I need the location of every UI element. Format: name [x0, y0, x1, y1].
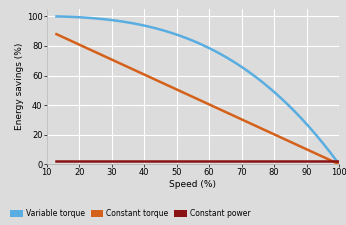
Y-axis label: Energy savings (%): Energy savings (%) [15, 43, 24, 130]
Legend: Variable torque, Constant torque, Constant power: Variable torque, Constant torque, Consta… [7, 206, 253, 221]
X-axis label: Speed (%): Speed (%) [170, 180, 216, 189]
